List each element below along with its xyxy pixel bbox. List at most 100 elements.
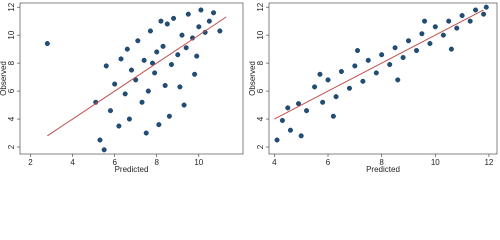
point (154, 49, 160, 55)
point (192, 71, 198, 77)
chart: 2 4 6 8 10 2 4 6 8 10 12 Predicted Observed 4 6 8 10 12 2 4… (0, 2, 498, 174)
point (346, 85, 352, 91)
point (317, 71, 323, 77)
page: 2 4 6 8 10 2 4 6 8 10 12 Predicted Observed 4 6 8 10 12 2 4… (0, 2, 498, 175)
point (373, 70, 379, 76)
point (481, 11, 487, 17)
point (181, 102, 187, 108)
point (448, 46, 454, 52)
point (126, 116, 132, 122)
point (467, 18, 473, 24)
y-tick-label: 12 (256, 2, 265, 11)
point (312, 84, 318, 90)
x-tick-label: 6 (112, 158, 117, 167)
y-tick-label: 10 (256, 30, 265, 39)
point (194, 53, 200, 59)
point (141, 57, 147, 63)
point (285, 105, 291, 111)
y-axis-label: Observed (248, 61, 257, 96)
point (128, 67, 134, 73)
x-tick-label: 2 (28, 158, 33, 167)
point (379, 52, 385, 58)
x-tick-label: 12 (484, 158, 493, 167)
point (320, 99, 326, 105)
point (432, 24, 438, 30)
point (97, 137, 103, 143)
x-tick-label: 8 (155, 158, 160, 167)
point (217, 28, 223, 34)
point (135, 38, 141, 44)
point (168, 62, 174, 68)
point (122, 91, 128, 97)
fit-line (47, 16, 227, 137)
point (156, 122, 162, 128)
point (440, 32, 446, 38)
point (330, 113, 336, 119)
point (274, 137, 280, 143)
point (183, 45, 189, 51)
point (147, 28, 153, 34)
point (143, 130, 149, 136)
point (179, 32, 185, 38)
plot-frame (268, 2, 498, 155)
point (392, 45, 398, 51)
y-axis-label: Observed (0, 61, 8, 96)
point (454, 25, 460, 31)
point (360, 78, 366, 84)
point (160, 43, 166, 49)
point (483, 4, 489, 10)
point (427, 41, 433, 47)
point (175, 52, 181, 58)
point (304, 108, 310, 114)
x-axis-label: Predicted (115, 165, 149, 174)
point (325, 77, 331, 83)
point (158, 18, 164, 24)
point (112, 81, 118, 87)
point (196, 24, 202, 30)
point (279, 117, 285, 123)
x-tick-label: 10 (431, 158, 440, 167)
y-tick-label: 2 (7, 144, 16, 149)
point (338, 69, 344, 75)
point (211, 10, 217, 16)
point (333, 94, 339, 100)
point (171, 15, 177, 21)
point (103, 63, 109, 69)
point (446, 18, 452, 24)
point (405, 38, 411, 44)
y-tick-label: 4 (256, 116, 265, 121)
y-tick-label: 6 (256, 88, 265, 93)
y-tick-label: 12 (7, 2, 16, 11)
x-tick-label: 10 (194, 158, 203, 167)
point (162, 82, 168, 88)
point (414, 48, 420, 54)
point (185, 11, 191, 17)
y-tick-label: 2 (256, 144, 265, 149)
point (400, 55, 406, 61)
point (145, 88, 151, 94)
point (164, 21, 170, 27)
point (287, 127, 293, 133)
point (118, 56, 124, 62)
point (152, 70, 158, 76)
y-tick-label: 8 (256, 60, 265, 65)
point (459, 13, 465, 19)
point (101, 147, 107, 153)
point (139, 99, 145, 105)
point (422, 18, 428, 24)
point (116, 123, 122, 129)
x-tick-label: 4 (272, 158, 277, 167)
point (206, 18, 212, 24)
x-tick-label: 4 (70, 158, 75, 167)
y-tick-label: 8 (7, 60, 16, 65)
plot-frame (19, 2, 244, 155)
point (352, 63, 358, 69)
fit-line (274, 9, 484, 120)
point (355, 48, 361, 54)
y-tick-label: 6 (7, 88, 16, 93)
point (166, 113, 172, 119)
x-tick-label: 8 (379, 158, 384, 167)
point (473, 7, 479, 13)
x-tick-label: 6 (326, 158, 331, 167)
point (365, 57, 371, 63)
